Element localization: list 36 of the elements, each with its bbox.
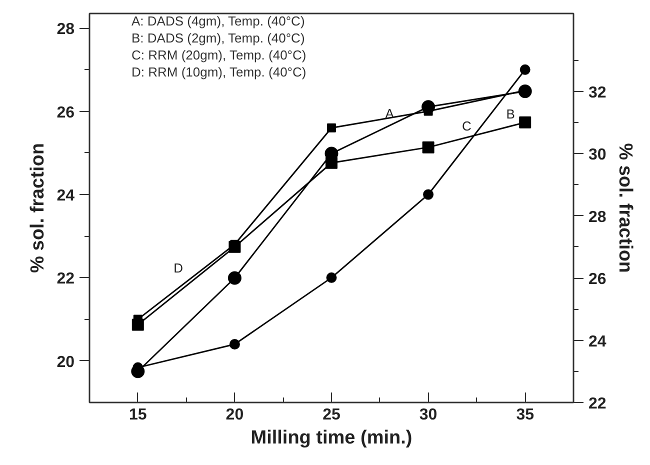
y2-axis-title: % sol. fraction xyxy=(614,143,636,273)
y-tick-label: 24 xyxy=(56,187,75,204)
y2-tick-label: 28 xyxy=(588,208,606,226)
series-label: C xyxy=(462,118,472,134)
x-tick-label: 15 xyxy=(129,406,147,424)
y2-tick-label: 24 xyxy=(588,333,606,350)
point xyxy=(422,141,434,154)
y-tick-label: 20 xyxy=(56,354,75,371)
y2-tick-label: 26 xyxy=(588,271,606,288)
x-tick-label: 25 xyxy=(322,406,340,424)
y-tick-label: 28 xyxy=(56,21,75,38)
annotation: B: DADS (2gm), Temp. (40°C) xyxy=(132,30,305,46)
point xyxy=(326,272,337,283)
y2-tick-label: 22 xyxy=(588,396,606,412)
y2-tick-label: 32 xyxy=(588,84,606,102)
point xyxy=(326,156,338,169)
annotation: A: DADS (4gm), Temp. (40°C) xyxy=(132,14,305,28)
point xyxy=(228,271,242,285)
point xyxy=(327,123,336,132)
y-tick-label: 22 xyxy=(56,270,75,288)
x-tick-label: 20 xyxy=(226,406,244,424)
y2-tick-label: 30 xyxy=(588,146,606,164)
point xyxy=(229,339,240,350)
point xyxy=(520,64,530,75)
x-tick-label: 30 xyxy=(419,406,438,424)
x-axis-title: Milling time (min.) xyxy=(250,428,412,448)
annotation: D: RRM (10gm), Temp. (40°C) xyxy=(132,64,306,80)
y-tick-label: 26 xyxy=(56,104,75,122)
series-label: A xyxy=(385,106,394,122)
point xyxy=(423,189,434,200)
series-label: B xyxy=(506,106,515,122)
x-tick-label: 35 xyxy=(516,406,534,424)
point xyxy=(519,116,532,128)
series-label: D xyxy=(174,260,183,276)
annotation: C: RRM (20gm), Temp. (40°C) xyxy=(132,48,306,62)
y-axis-title: % sol. fraction xyxy=(28,143,49,273)
